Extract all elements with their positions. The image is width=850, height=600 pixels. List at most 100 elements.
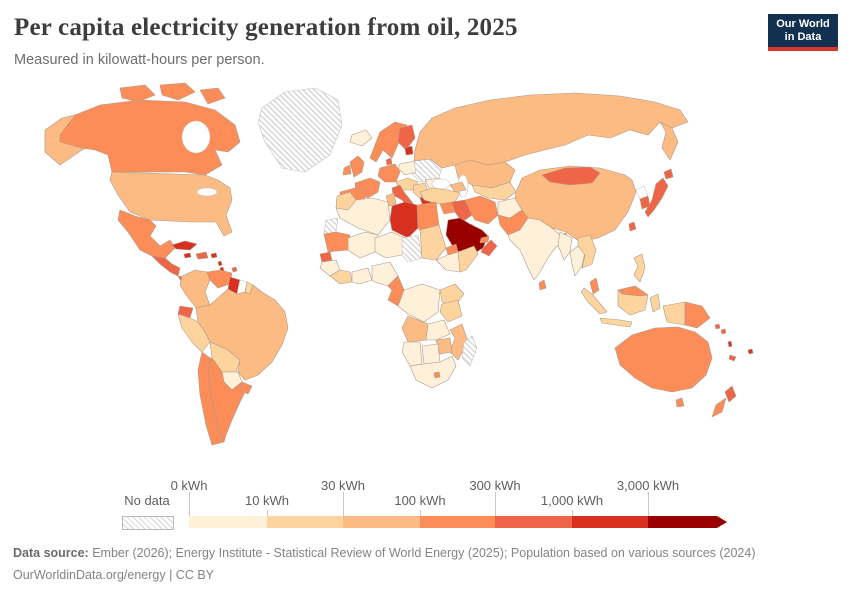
country-iran[interactable] [464,195,499,225]
country-tanzania[interactable] [439,299,463,323]
country-russia[interactable] [413,92,689,169]
country-greenland[interactable] [257,87,343,173]
country-myanmar[interactable] [557,231,573,261]
country-solomon-islands[interactable] [714,323,727,335]
country-south-africa[interactable] [409,355,457,389]
country-arctic-island[interactable] [159,82,196,101]
country-colombia[interactable] [179,269,211,309]
legend-bin-10-30[interactable] [267,516,343,528]
country-baltic-states[interactable] [404,145,414,156]
legend-tickmark [267,510,268,516]
country-drc[interactable] [397,283,441,323]
country-cuba[interactable] [171,240,198,251]
map-legend: No data 0 kWh 10 kWh 30 kWh 100 kWh 300 … [0,476,850,536]
country-arctic-island[interactable] [199,87,226,105]
hudson-bay [181,120,211,154]
country-lesotho[interactable] [433,371,441,379]
owid-logo-line1: Our World [776,17,830,30]
country-algeria[interactable] [335,197,391,236]
country-oman[interactable] [480,239,498,257]
country-jamaica[interactable] [183,252,192,259]
country-new-zealand-north[interactable] [724,385,737,403]
country-new-caledonia[interactable] [728,354,737,362]
country-java[interactable] [599,317,633,328]
legend-tick-30: 30 kWh [320,478,366,493]
country-botswana[interactable] [421,343,441,365]
country-uae[interactable] [479,235,490,244]
country-arctic-island[interactable] [119,84,156,103]
legend-no-data-swatch[interactable] [122,516,174,530]
page-title: Per capita electricity generation from o… [14,14,518,41]
country-vietnam[interactable] [577,234,597,269]
country-brazil[interactable] [195,284,289,381]
legend-bin-100-300[interactable] [420,516,495,528]
country-central-asia[interactable] [471,181,517,201]
country-new-zealand-south[interactable] [711,397,727,418]
country-usa[interactable] [109,171,233,237]
country-iraq[interactable] [451,199,473,223]
country-zambia[interactable] [425,319,451,341]
country-namibia[interactable] [401,341,423,367]
country-caucasus[interactable] [449,181,467,193]
country-sulawesi[interactable] [649,293,661,313]
country-ghana-benin[interactable] [351,267,373,285]
country-malaysia-peninsular[interactable] [589,277,600,295]
world-map [0,80,850,475]
country-finland[interactable] [397,124,416,151]
legend-bin-1000-3000[interactable] [572,516,648,528]
country-ireland[interactable] [342,164,352,176]
country-poland[interactable] [397,160,417,176]
country-taiwan[interactable] [628,221,637,232]
country-germany[interactable] [377,163,401,183]
country-japan[interactable] [644,177,669,218]
owid-logo-line2: in Data [784,30,822,43]
legend-bin-30-100[interactable] [343,516,420,528]
country-argentina[interactable] [207,357,247,443]
country-turkey[interactable] [419,187,461,205]
legend-tickmark [648,492,649,516]
black-sea [431,178,451,190]
country-papua-new-guinea[interactable] [684,301,711,329]
country-mali[interactable] [347,231,379,259]
owid-logo[interactable]: Our World in Data [768,14,838,51]
country-mozambique[interactable] [449,323,469,361]
country-senegal[interactable] [319,251,333,263]
country-western-sahara[interactable] [323,217,339,235]
country-canada[interactable] [59,99,241,176]
country-somalia[interactable] [457,245,479,273]
country-china[interactable] [514,165,637,243]
country-uk[interactable] [349,155,365,178]
country-guatemala-honduras[interactable] [151,255,181,277]
country-tasmania[interactable] [675,397,685,408]
country-venezuela[interactable] [206,269,233,289]
legend-bin-0-10[interactable] [189,516,267,528]
country-hispaniola[interactable] [195,251,209,260]
country-philippines[interactable] [633,253,646,283]
country-fiji[interactable] [747,348,754,355]
country-chad[interactable] [401,234,423,263]
legend-bin-3000-plus-arrow[interactable] [648,516,727,528]
country-ivory-coast-liberia[interactable] [329,269,353,285]
country-malaysia-borneo[interactable] [617,285,649,297]
country-sumatra[interactable] [580,287,608,315]
country-libya[interactable] [389,201,419,239]
country-uruguay[interactable] [239,381,253,395]
country-puerto-rico[interactable] [210,252,218,259]
country-iceland[interactable] [349,129,373,147]
country-angola[interactable] [401,315,429,343]
country-mongolia[interactable] [541,166,601,186]
country-sudan[interactable] [419,224,447,261]
legend-bin-300-1000[interactable] [495,516,572,528]
country-mauritania[interactable] [323,231,351,253]
country-niger[interactable] [374,231,406,259]
country-vanuatu[interactable] [727,340,733,348]
country-west-new-guinea[interactable] [662,301,686,326]
country-japan-hokkaido[interactable] [663,168,674,180]
country-trinidad[interactable] [231,266,238,273]
country-australia[interactable] [614,326,713,393]
country-madagascar[interactable] [461,335,478,367]
country-mexico[interactable] [117,209,176,259]
country-tunisia[interactable] [385,192,397,207]
country-denmark[interactable] [385,157,393,166]
country-sri-lanka[interactable] [538,279,547,291]
